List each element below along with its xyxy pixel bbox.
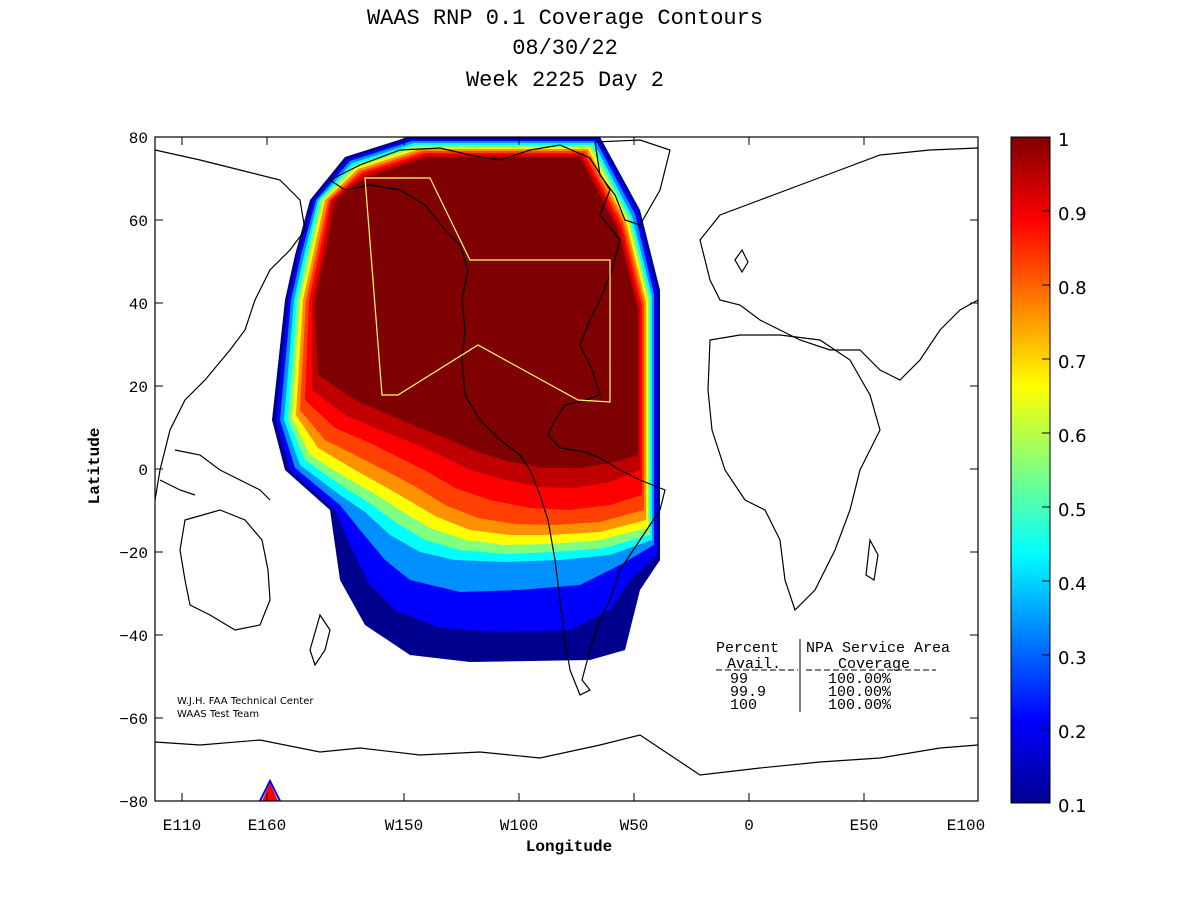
coast-madagascar: [865, 538, 879, 581]
colorbar-ticks: [1042, 136, 1050, 804]
colorbar: [1010, 136, 1051, 804]
coverage-contours: [259, 137, 660, 801]
credits-block: W.J.H. FAA Technical Center WAAS Test Te…: [177, 696, 314, 720]
stats-header-percent: Percent: [716, 640, 779, 657]
contour-artifact-south: [262, 783, 278, 801]
colorbar-tick-label: 0.7: [1058, 352, 1087, 373]
coast-eurasia: [699, 147, 978, 381]
stats-row-coverage: 100.00%: [828, 671, 892, 688]
x-axis-label: Longitude: [526, 838, 612, 856]
colorbar-tick-label: 0.1: [1058, 796, 1087, 817]
x-tick-label: 0: [744, 817, 754, 835]
coast-new-zealand: [309, 613, 331, 667]
credits-line-1: W.J.H. FAA Technical Center: [177, 696, 314, 707]
x-tick-labels: E110 E160 W150 W100 W50 0 E50 E100: [163, 817, 985, 835]
coast-antarctica: [155, 734, 978, 776]
coast-africa: [707, 334, 881, 612]
y-axis-label: Latitude: [86, 428, 104, 505]
contour-artifact-south-edge: [259, 778, 281, 801]
colorbar-tick-label: 0.5: [1058, 500, 1087, 521]
coast-greenland: [594, 139, 671, 226]
x-tick-label: E100: [947, 817, 985, 835]
y-tick-label: −20: [119, 545, 148, 563]
x-tick-label: W50: [620, 817, 649, 835]
stats-header-coverage: Coverage: [838, 656, 910, 673]
stats-header-avail: Avail.: [727, 656, 781, 673]
axis-ticks: [155, 136, 979, 802]
coast-north-america: [328, 144, 666, 696]
stats-table: Percent NPA Service Area Avail. Coverage…: [716, 639, 950, 714]
colorbar-tick-label: 0.3: [1058, 648, 1087, 669]
chart-title: WAAS RNP 0.1 Coverage Contours: [366, 6, 764, 31]
y-tick-label: −60: [119, 711, 148, 729]
stats-row-avail: 99.9: [730, 684, 766, 701]
colorbar-tick-label: 1: [1058, 130, 1069, 151]
service-area-alaska-conus: [364, 177, 611, 403]
credits-line-2: WAAS Test Team: [177, 709, 259, 720]
y-tick-labels: 80 60 40 20 0 −20 −40 −60 −80: [119, 130, 148, 812]
contour-band-1.0: [315, 157, 638, 468]
colorbar-tick-label: 0.9: [1058, 204, 1087, 225]
x-tick-label: E160: [248, 817, 286, 835]
coast-indonesia: [159, 449, 271, 501]
colorbar-tick-label: 0.6: [1058, 426, 1087, 447]
colorbar-tick-label: 0.8: [1058, 278, 1087, 299]
stats-row-coverage: 100.00%: [828, 697, 892, 714]
colorbar-tick-labels: 1 0.9 0.8 0.7 0.6 0.5 0.4 0.3 0.2 0.1: [1058, 130, 1087, 817]
coastlines: [155, 139, 978, 776]
colorbar-tick-label: 0.2: [1058, 722, 1087, 743]
y-tick-label: −80: [119, 794, 148, 812]
x-tick-label: W150: [385, 817, 423, 835]
stats-row-avail: 99: [730, 671, 748, 688]
chart-week-day: Week 2225 Day 2: [465, 68, 665, 93]
colorbar-tick-label: 0.4: [1058, 574, 1087, 595]
stats-row-avail: 100: [730, 697, 757, 714]
y-tick-label: 0: [138, 462, 148, 480]
x-tick-label: E50: [850, 817, 879, 835]
coast-asia-pacific: [155, 149, 306, 501]
y-tick-label: 20: [129, 379, 148, 397]
npa-service-area-outline: [364, 177, 611, 403]
x-tick-label: W100: [500, 817, 538, 835]
coast-australia: [179, 509, 271, 631]
chart-date: 08/30/22: [512, 36, 618, 61]
stats-header-npa: NPA Service Area: [806, 640, 950, 657]
y-tick-label: 80: [129, 130, 148, 148]
coast-uk: [734, 248, 749, 274]
y-tick-label: −40: [119, 628, 148, 646]
x-tick-label: E110: [163, 817, 201, 835]
y-tick-label: 40: [129, 296, 148, 314]
y-tick-label: 60: [129, 213, 148, 231]
stats-row-coverage: 100.00%: [828, 684, 892, 701]
